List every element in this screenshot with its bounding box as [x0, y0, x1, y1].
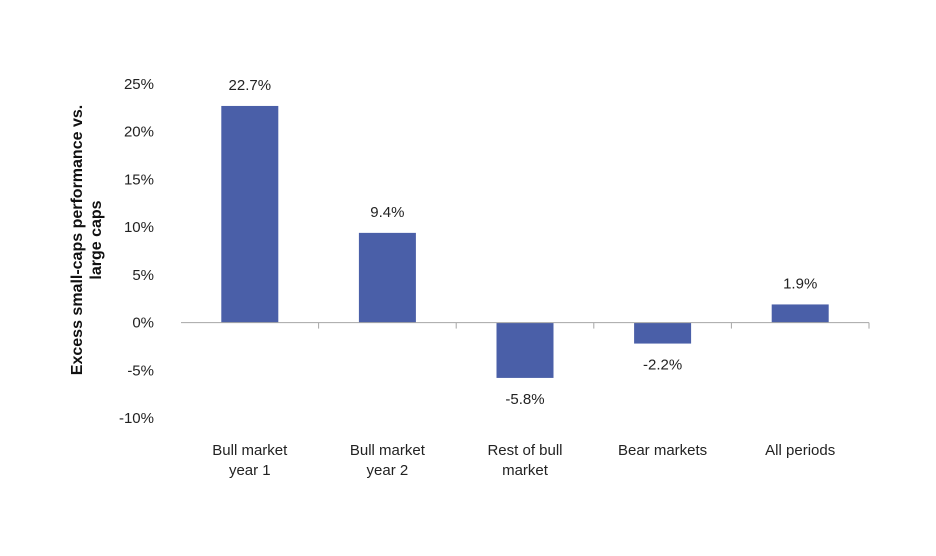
y-axis-title-text: Excess small-caps performance vs. large c…: [69, 105, 105, 375]
category-label: Bull market year 1: [212, 442, 288, 479]
data-label: -2.2%: [643, 357, 682, 374]
data-label: 1.9%: [783, 275, 817, 292]
category-label-line: Rest of bull: [487, 442, 562, 459]
y-tick-label: 25%: [124, 76, 154, 93]
category-labels: Bull market year 1 Bull market year 2 Rest o…: [212, 442, 835, 479]
bar: [634, 322, 692, 344]
y-tick-label: 10%: [124, 219, 154, 236]
category-label-line: Bull market: [350, 442, 426, 459]
y-axis-title-line: Excess small-caps performance vs.: [69, 105, 86, 375]
data-labels: 22.7% 9.4% -5.8% -2.2% 1.9%: [229, 77, 818, 408]
category-label-line: Bull market: [212, 442, 288, 459]
y-tick-label: -5%: [127, 362, 154, 379]
category-label: Rest of bull market: [487, 442, 562, 479]
data-label: 9.4%: [370, 204, 404, 221]
category-label: Bear markets: [618, 442, 707, 459]
bars: [221, 105, 829, 378]
bar: [221, 105, 279, 323]
y-tick-label: 15%: [124, 171, 154, 188]
x-axis: [181, 322, 870, 329]
category-label-line: year 1: [229, 462, 271, 479]
category-label-line: market: [502, 462, 549, 479]
bar: [358, 232, 416, 323]
y-tick-label: 5%: [132, 267, 154, 284]
y-tick-label: 20%: [124, 124, 154, 141]
bar: [771, 304, 829, 323]
y-axis-ticks: 25% 20% 15% 10% 5% 0% -5% -10%: [119, 76, 154, 427]
category-label: All periods: [765, 442, 835, 459]
y-tick-label: -10%: [119, 410, 154, 427]
data-label: 22.7%: [229, 77, 272, 94]
y-tick-label: 0%: [132, 315, 154, 332]
bar: [496, 322, 554, 378]
data-label: -5.8%: [505, 391, 544, 408]
category-label: Bull market year 2: [350, 442, 426, 479]
category-label-line: year 2: [367, 462, 409, 479]
category-label-line: All periods: [765, 442, 835, 459]
category-label-line: Bear markets: [618, 442, 707, 459]
y-axis-title: Excess small-caps performance vs. large c…: [69, 105, 105, 375]
y-axis-title-line: large caps: [88, 200, 105, 279]
